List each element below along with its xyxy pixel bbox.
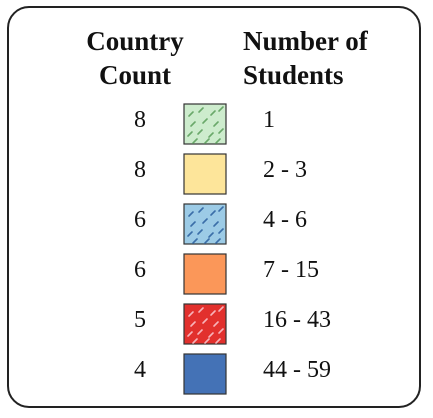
header-country-count: Country Count (86, 26, 184, 90)
legend-row-range: 1 (263, 107, 275, 133)
legend-swatch (183, 253, 227, 295)
legend-frame (7, 6, 421, 408)
legend-row-range: 44 - 59 (263, 357, 331, 383)
legend-swatch (183, 303, 227, 345)
legend-row-range: 7 - 15 (263, 257, 319, 283)
legend-row-count: 5 (134, 307, 146, 333)
legend-swatch (183, 153, 227, 195)
legend-swatch (183, 203, 227, 245)
legend-row-range: 4 - 6 (263, 207, 307, 233)
legend-row-count: 4 (134, 357, 146, 383)
legend-row-range: 2 - 3 (263, 157, 307, 183)
legend-row-range: 16 - 43 (263, 307, 331, 333)
legend-row-count: 6 (134, 257, 146, 283)
header-number-of-students: Number of Students (243, 26, 368, 90)
legend-row-count: 6 (134, 207, 146, 233)
legend-row-count: 8 (134, 157, 146, 183)
legend-swatch (183, 103, 227, 145)
legend-row-count: 8 (134, 107, 146, 133)
legend-swatch (183, 353, 227, 395)
